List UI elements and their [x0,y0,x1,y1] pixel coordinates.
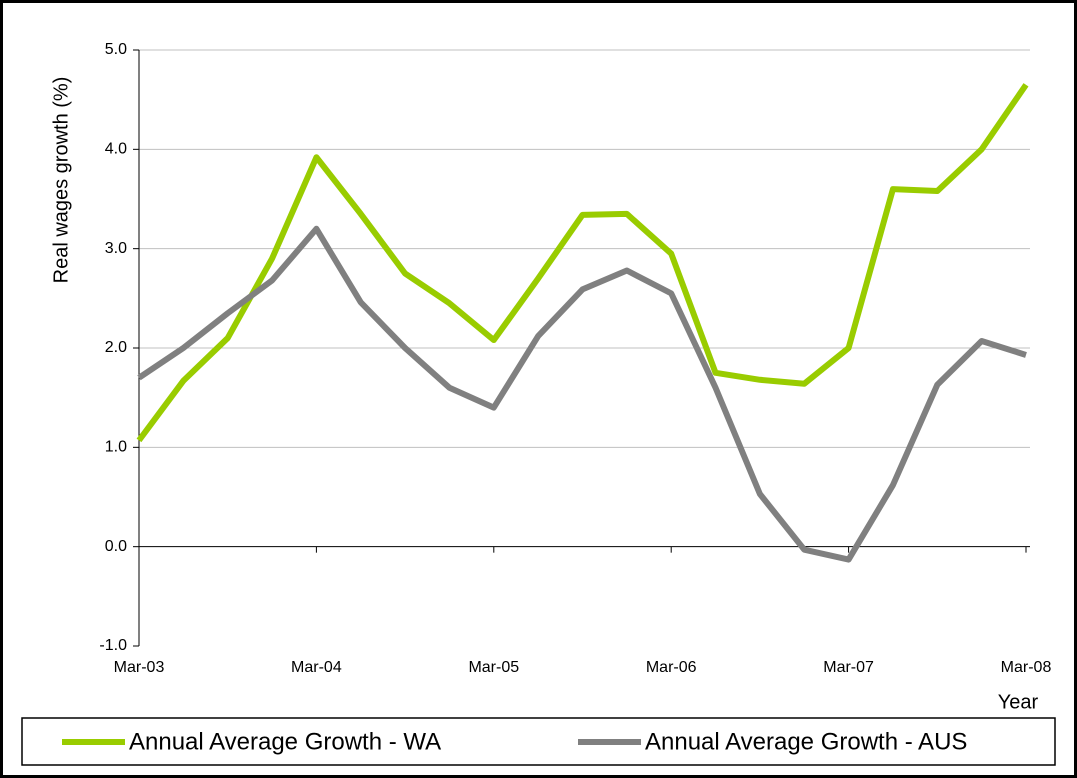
x-tick-label: Mar-07 [823,659,874,676]
y-tick-label: 1.0 [105,439,127,456]
y-axis-label: Real wages growth (%) [50,77,72,284]
x-tick-label: Mar-08 [1001,659,1052,676]
y-tick-label: 5.0 [105,41,127,58]
legend-box [21,717,1056,766]
series-line [137,225,1027,563]
y-tick-label: 4.0 [105,141,127,158]
y-tick-label: 3.0 [105,240,127,257]
legend-label: Annual Average Growth - WA [129,728,441,755]
legend-label: Annual Average Growth - AUS [645,728,967,755]
x-tick-label: Mar-03 [114,659,165,676]
x-tick-label: Mar-05 [468,659,519,676]
x-axis-label: Year [998,691,1039,713]
x-tick-label: Mar-04 [291,659,342,676]
y-tick-label: -1.0 [99,637,127,654]
series-line [136,83,1029,443]
y-tick-label: 0.0 [105,538,127,555]
x-tick-label: Mar-06 [646,659,697,676]
y-tick-label: 2.0 [105,339,127,356]
